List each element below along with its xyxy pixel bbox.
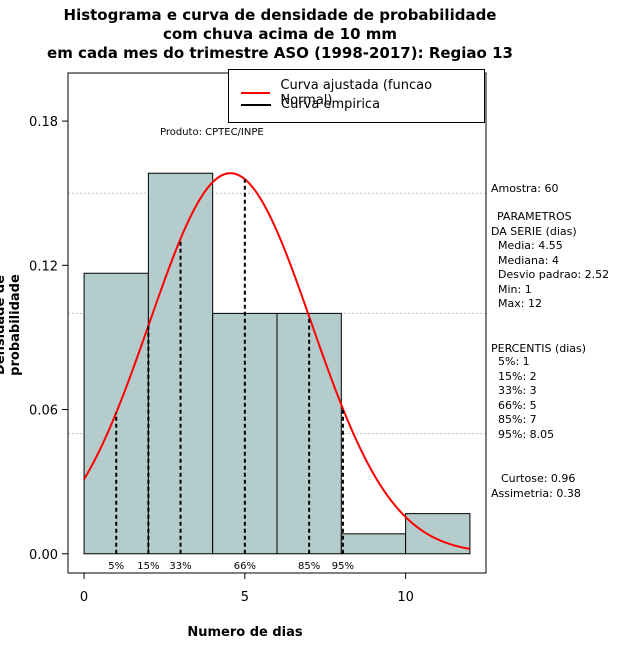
- legend-label-empirical: Curva empirica: [281, 97, 381, 112]
- percentile-label-2: 33%: [169, 561, 191, 572]
- y-axis-label: Densidade de probabilidade: [0, 274, 23, 376]
- y-tick-label-3: 0.18: [29, 115, 58, 130]
- sample-size: Amostra: 60: [491, 182, 559, 195]
- percentile-label-1: 15%: [137, 561, 159, 572]
- kurtosis: Curtose: 0.96: [501, 472, 576, 485]
- params-title-1: PARAMETROS: [497, 210, 572, 223]
- param-mean: Media: 4.55: [498, 239, 563, 252]
- legend-swatch-fitted: [241, 92, 271, 94]
- param-median: Mediana: 4: [498, 254, 559, 267]
- percentile-33: 33%: 3: [498, 384, 537, 397]
- histogram-bar-4: [340, 533, 407, 555]
- params-title-2: DA SERIE (dias): [491, 225, 577, 238]
- x-tick-label-2: 10: [397, 590, 414, 605]
- percentile-label-5: 95%: [332, 561, 354, 572]
- y-tick-label-2: 0.12: [29, 259, 58, 274]
- y-tick-label-1: 0.06: [29, 404, 58, 419]
- percentile-85: 85%: 7: [498, 413, 537, 426]
- legend-swatch-empirical: [241, 103, 271, 106]
- percentile-66: 66%: 5: [498, 399, 537, 412]
- percentile-label-3: 66%: [234, 561, 256, 572]
- percentile-label-0: 5%: [108, 561, 124, 572]
- percentile-label-4: 85%: [298, 561, 320, 572]
- param-min: Min: 1: [498, 283, 532, 296]
- percentiles-title: PERCENTIS (dias): [491, 342, 587, 355]
- skewness: Assimetria: 0.38: [491, 487, 581, 500]
- chart-title-line-3: em cada mes do trimestre ASO (1998-2017)…: [47, 44, 513, 62]
- x-tick-label-0: 0: [80, 590, 88, 605]
- legend: Curva ajustada (funcao Normal) Curva emp…: [228, 69, 485, 123]
- y-tick-label-0: 0.00: [29, 548, 58, 563]
- param-sd: Desvio padrao: 2.52: [498, 268, 610, 281]
- legend-label-fitted: Curva ajustada (funcao Normal): [280, 78, 433, 108]
- normal-fit-curve: [83, 172, 471, 550]
- percentile-15: 15%: 2: [498, 370, 537, 383]
- percentile-5: 5%: 1: [498, 355, 530, 368]
- percentile-95: 95%: 8.05: [498, 428, 555, 441]
- legend-item-empirical: Curva empirica: [241, 97, 380, 112]
- legend-item-fitted: Curva ajustada (funcao Normal): [241, 78, 484, 108]
- x-tick-label-1: 5: [241, 590, 249, 605]
- x-axis-label: Numero de dias: [187, 625, 303, 640]
- chart-title-line-2: com chuva acima de 10 mm: [162, 25, 398, 43]
- product-note: Produto: CPTEC/INPE: [160, 127, 264, 138]
- param-max: Max: 12: [498, 297, 542, 310]
- chart-title-line-1: Histograma e curva de densidade de proba…: [63, 6, 497, 24]
